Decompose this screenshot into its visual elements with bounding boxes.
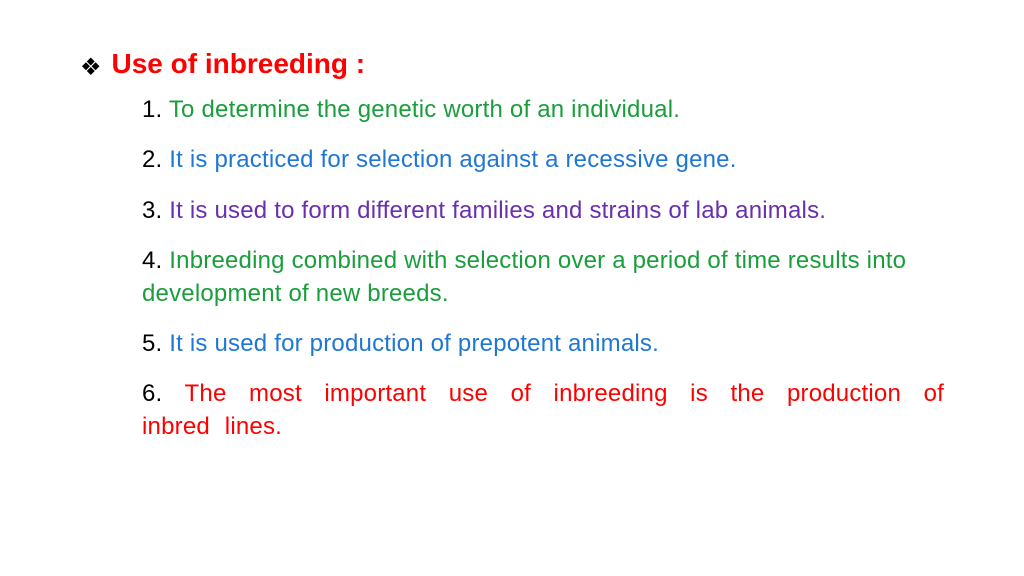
list-item: 1. To determine the genetic worth of an …	[142, 94, 944, 126]
list-item: 2. It is practiced for selection against…	[142, 144, 944, 176]
list-item: 5. It is used for production of prepoten…	[142, 328, 944, 360]
item-text: To determine the genetic worth of an ind…	[169, 96, 680, 123]
item-number: 3.	[142, 197, 169, 224]
item-text: Inbreeding combined with selection over …	[142, 247, 906, 306]
item-text: It is used for production of prepotent a…	[169, 330, 659, 357]
item-number: 4.	[142, 247, 169, 274]
item-number: 5.	[142, 330, 169, 357]
item-number: 6.	[142, 380, 185, 407]
list-item: 3. It is used to form different families…	[142, 195, 944, 227]
item-number: 2.	[142, 146, 169, 173]
heading-bullet-icon: ❖	[80, 56, 102, 80]
heading-row: ❖ Use of inbreeding :	[80, 48, 944, 80]
item-text: It is practiced for selection against a …	[169, 146, 736, 173]
slide-heading: Use of inbreeding :	[112, 48, 366, 80]
item-text: The most important use of inbreeding is …	[142, 380, 944, 439]
item-text: It is used to form different families an…	[169, 197, 826, 224]
list-item: 6. The most important use of inbreeding …	[142, 378, 944, 443]
numbered-list: 1. To determine the genetic worth of an …	[80, 94, 944, 443]
list-item: 4. Inbreeding combined with selection ov…	[142, 245, 944, 310]
slide-content: ❖ Use of inbreeding : 1. To determine th…	[0, 0, 1024, 501]
item-number: 1.	[142, 96, 169, 123]
